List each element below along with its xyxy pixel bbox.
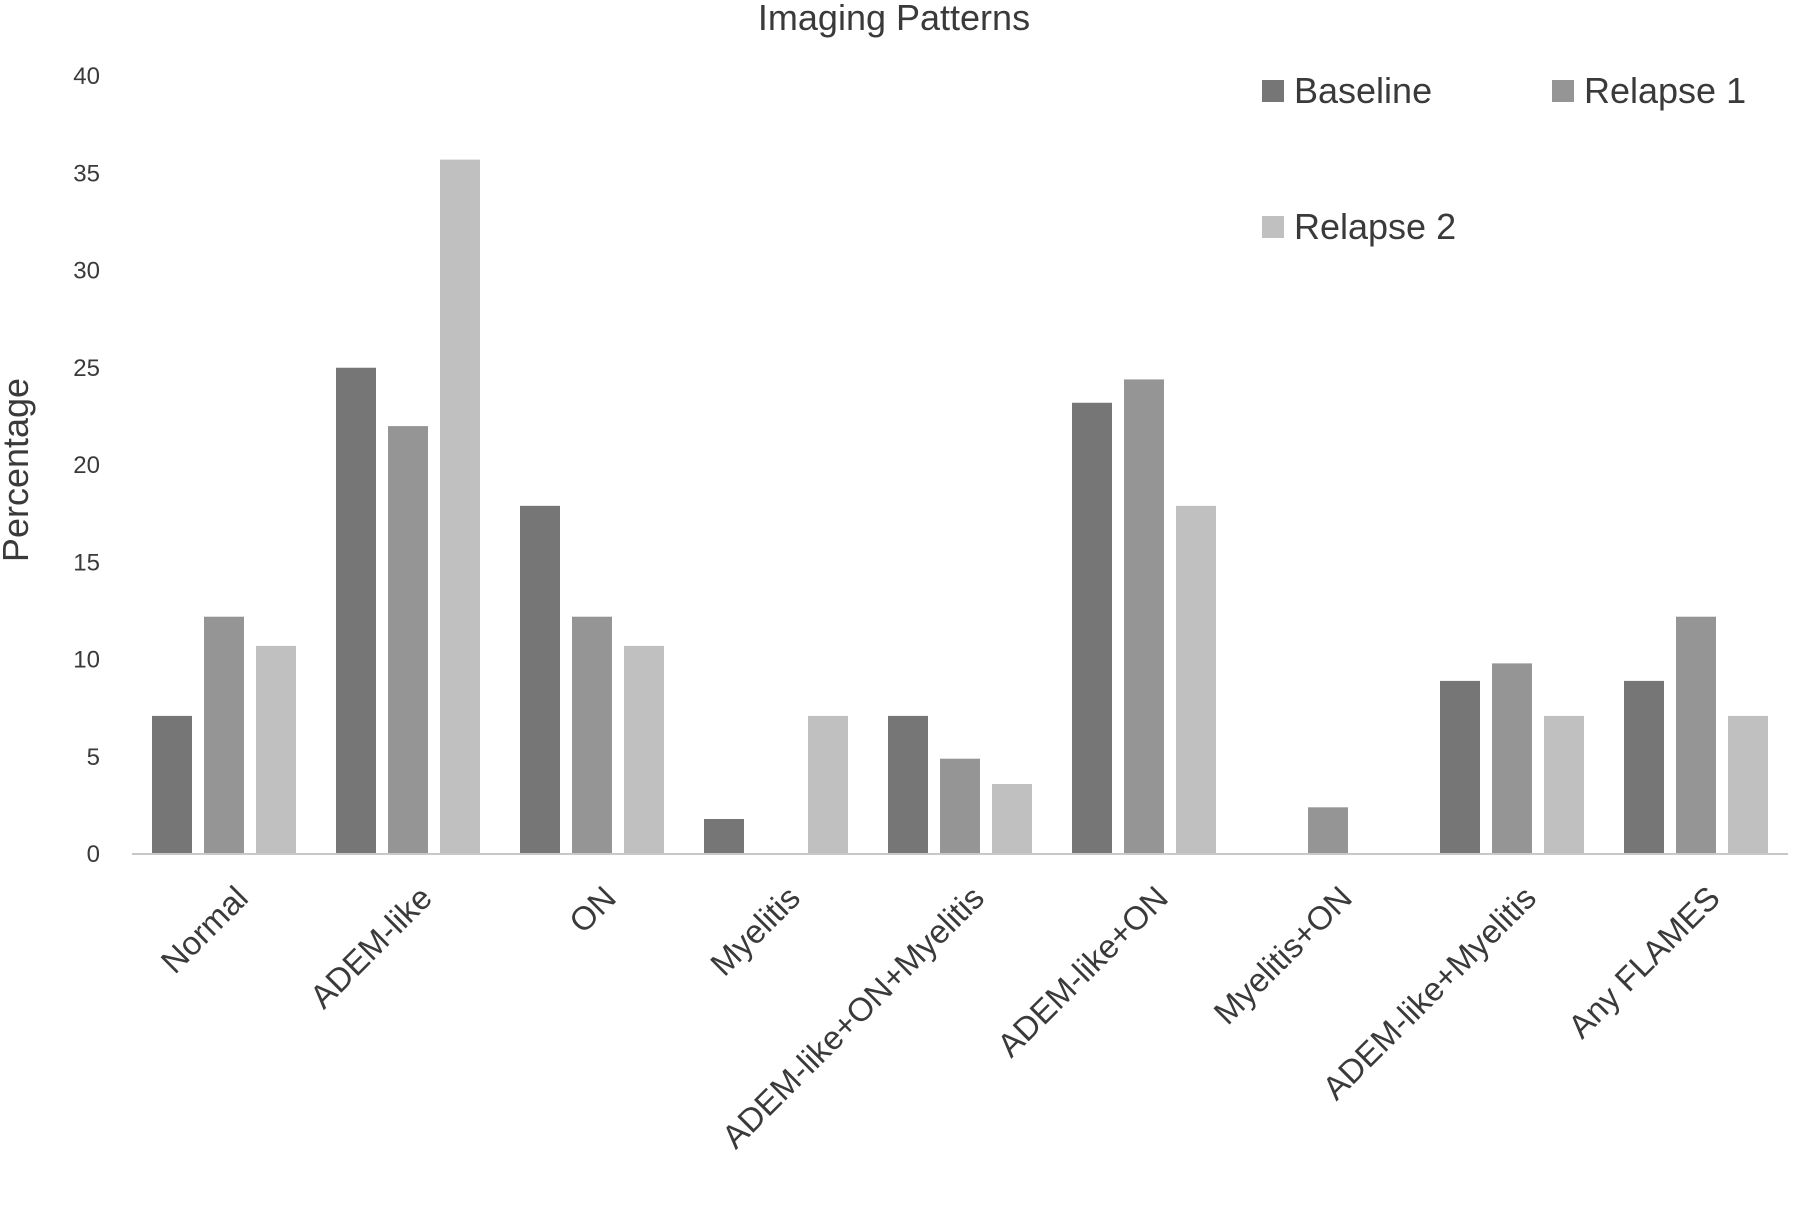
bar — [572, 616, 612, 854]
chart-title: Imaging Patterns — [758, 0, 1030, 38]
bar — [1492, 663, 1532, 854]
y-axis: 0 5 10 15 20 25 30 35 40 — [73, 63, 100, 868]
bar — [152, 715, 192, 854]
x-tick-label: ON — [562, 879, 623, 940]
bar — [1728, 715, 1768, 854]
y-tick-label: 25 — [73, 355, 100, 382]
bar — [992, 783, 1032, 854]
x-tick-label: ADEM-like — [303, 879, 439, 1015]
bar — [1676, 616, 1716, 854]
y-tick-label: 40 — [73, 63, 100, 90]
bar — [336, 367, 376, 854]
y-tick-label: 0 — [87, 841, 100, 868]
bar — [520, 505, 560, 854]
legend-label: Baseline — [1294, 70, 1432, 111]
y-tick-label: 35 — [73, 160, 100, 187]
legend-label: Relapse 2 — [1294, 206, 1456, 247]
bar — [624, 645, 664, 854]
bar — [440, 159, 480, 854]
bar — [1440, 680, 1480, 854]
bar — [388, 426, 428, 854]
y-tick-label: 30 — [73, 258, 100, 285]
bar — [1124, 379, 1164, 854]
x-tick-label: Myelitis — [703, 879, 807, 983]
legend-swatch — [1262, 80, 1284, 102]
x-axis: Normal ADEM-like ON MyelitisADEM-like+ON+My… — [154, 879, 1727, 1155]
bar — [256, 645, 296, 854]
legend-label: Relapse 1 — [1584, 70, 1746, 111]
legend-swatch — [1552, 80, 1574, 102]
bar-group — [152, 159, 1768, 854]
x-tick-label: Normal — [154, 879, 255, 980]
legend-swatch — [1262, 216, 1284, 238]
legend: Baseline Relapse 1 Relapse 2 — [1262, 70, 1746, 247]
bar — [704, 818, 744, 854]
bar — [1308, 807, 1348, 854]
y-tick-label: 5 — [87, 744, 100, 771]
bar — [940, 758, 980, 854]
x-tick-label: Any FLAMES — [1561, 879, 1727, 1045]
y-tick-label: 15 — [73, 549, 100, 576]
y-tick-label: 10 — [73, 647, 100, 674]
bar — [1072, 402, 1112, 854]
bar — [204, 616, 244, 854]
bar — [1176, 505, 1216, 854]
x-tick-label: ADEM-like+ON — [990, 879, 1175, 1064]
y-tick-label: 20 — [73, 452, 100, 479]
x-tick-label: Myelitis+ON — [1206, 879, 1359, 1032]
bar — [1624, 680, 1664, 854]
bar — [1544, 715, 1584, 854]
bar — [888, 715, 928, 854]
y-axis-title: Percentage — [0, 378, 36, 562]
bar — [808, 715, 848, 854]
